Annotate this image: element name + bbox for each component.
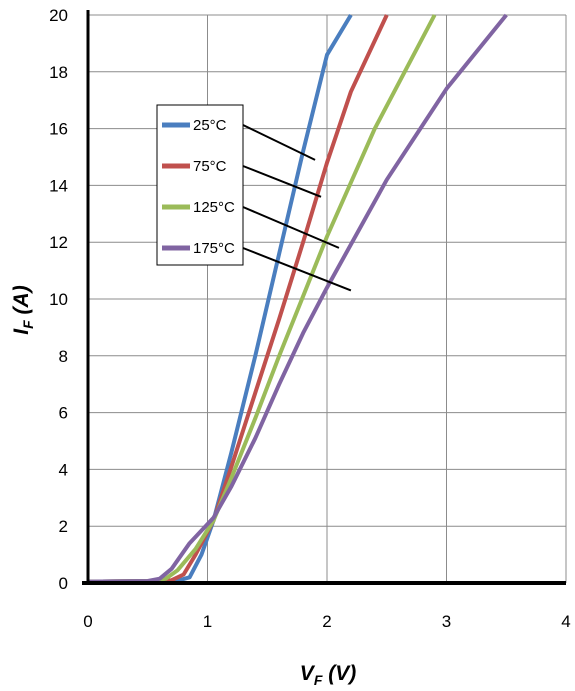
y-tick-label-8: 16	[49, 120, 68, 139]
gridlines	[87, 14, 567, 584]
y-tick-label-10: 20	[49, 6, 68, 25]
y-tick-label-7: 14	[49, 176, 68, 195]
y-tick-label-0: 0	[59, 574, 68, 593]
axes	[82, 10, 566, 585]
y-tick-label-6: 12	[49, 233, 68, 252]
series-line-2	[87, 14, 437, 584]
series-line-1	[87, 14, 389, 584]
y-axis-label-unit: (A)	[10, 285, 33, 320]
y-tick-label-5: 10	[49, 290, 68, 309]
x-tick-label-1: 1	[203, 612, 212, 631]
y-axis-label: IF (A)	[10, 285, 36, 334]
legend-label-0: 25°C	[193, 117, 227, 134]
legend-label-2: 125°C	[193, 199, 235, 216]
legend-box	[156, 104, 244, 266]
y-tick-label-2: 4	[59, 460, 68, 479]
y-tick-label-3: 6	[59, 404, 68, 423]
y-axis-label-main: I	[10, 328, 33, 335]
y-tick-label-4: 8	[59, 347, 68, 366]
x-axis-label-unit: (V)	[322, 662, 356, 685]
legend: 25°C 75°C 125°C 175°C	[156, 104, 244, 266]
legend-label-3: 175°C	[193, 240, 235, 257]
y-axis-label-subscript: F	[20, 320, 36, 329]
x-axis-label: VF (V)	[300, 662, 356, 688]
y-tick-label-9: 18	[49, 63, 68, 82]
x-axis-label-main: V	[300, 662, 316, 685]
x-tick-label-0: 0	[83, 612, 92, 631]
x-tick-label-2: 2	[322, 612, 331, 631]
x-axis-label-subscript: F	[314, 672, 323, 688]
y-tick-label-1: 2	[59, 517, 68, 536]
legend-leader-lines	[242, 124, 352, 292]
legend-leader-0	[242, 124, 316, 161]
legend-leader-1	[242, 165, 322, 198]
series-lines	[87, 13, 508, 584]
legend-leader-3	[242, 247, 352, 292]
legend-leader-2	[242, 206, 340, 249]
x-tick-label-4: 4	[561, 612, 570, 631]
series-line-3	[87, 13, 508, 584]
x-tick-label-3: 3	[442, 612, 451, 631]
legend-label-1: 75°C	[193, 158, 227, 175]
